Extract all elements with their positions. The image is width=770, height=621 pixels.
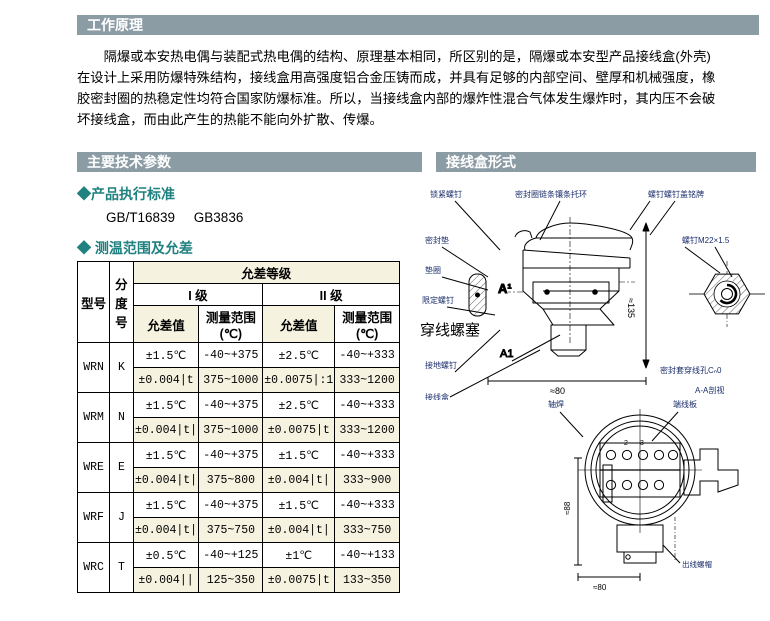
svg-text:3: 3 (640, 440, 644, 447)
svg-text:密封垫: 密封垫 (425, 235, 449, 245)
svg-text:螺钉螺钉盖铭牌: 螺钉螺钉盖铭牌 (648, 189, 704, 199)
svg-text:密封套穿线孔Cₙ0: 密封套穿线孔Cₙ0 (660, 365, 722, 375)
svg-text:限定螺钉: 限定螺钉 (422, 295, 454, 305)
svg-text:螺钉M22×1.5: 螺钉M22×1.5 (682, 235, 730, 245)
svg-text:出线螺帽: 出线螺帽 (682, 559, 712, 569)
svg-text:2: 2 (624, 440, 628, 447)
svg-text:A¹: A¹ (498, 281, 512, 296)
svg-text:≈135: ≈135 (626, 298, 636, 318)
svg-text:≈88: ≈88 (563, 501, 572, 515)
svg-text:A1: A1 (500, 348, 513, 360)
svg-text:穿线螺塞: 穿线螺塞 (420, 321, 480, 339)
svg-text:垫圈: 垫圈 (425, 265, 441, 275)
svg-text:A-A剖视: A-A剖视 (695, 385, 724, 395)
svg-text:≈80: ≈80 (593, 583, 607, 592)
svg-text:接地螺钉: 接地螺钉 (425, 360, 457, 370)
svg-text:密封圈链条镶条托环: 密封圈链条镶条托环 (515, 189, 587, 199)
svg-text:端线板: 端线板 (673, 399, 697, 409)
svg-text:轴焊: 轴焊 (548, 399, 564, 409)
svg-text:锁紧螺钉: 锁紧螺钉 (430, 189, 462, 199)
